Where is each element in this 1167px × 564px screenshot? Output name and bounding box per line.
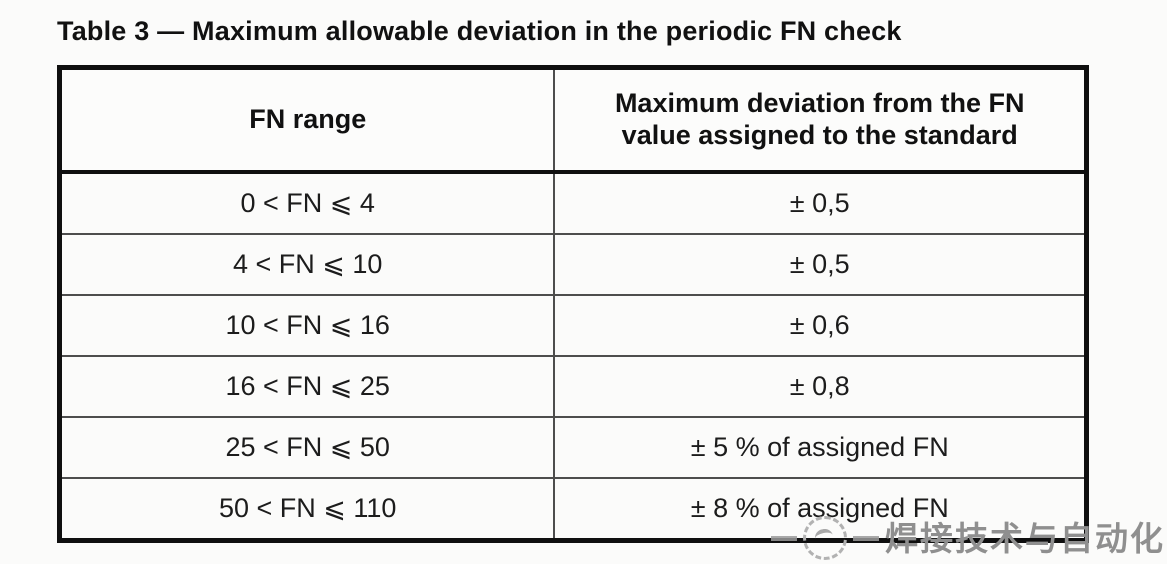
column-header-max-deviation: Maximum deviation from the FN value assi… xyxy=(553,66,1088,174)
table-header: FN range Maximum deviation from the FN v… xyxy=(58,66,1088,174)
watermark-text: 焊接技术与自动化 xyxy=(885,519,1165,557)
column-header-fn-range: FN range xyxy=(58,66,556,174)
dashed-circle-logo-icon xyxy=(803,516,847,560)
table-row: 10 < FN ⩽ 16 ± 0,6 xyxy=(58,294,1088,357)
deviation-cell: ± 0,8 xyxy=(553,355,1088,418)
deviation-cell: ± 0,6 xyxy=(553,294,1088,357)
watermark-dash-icon xyxy=(853,535,879,541)
watermark: 焊接技术与自动化 xyxy=(771,516,1165,560)
fn-range-cell: 0 < FN ⩽ 4 xyxy=(58,171,556,235)
watermark-dash-icon xyxy=(771,535,797,541)
table-row: 0 < FN ⩽ 4 ± 0,5 xyxy=(58,171,1088,235)
fn-range-cell: 25 < FN ⩽ 50 xyxy=(58,416,556,479)
deviation-cell: ± 5 % of assigned FN xyxy=(553,416,1088,479)
deviation-cell: ± 0,5 xyxy=(553,233,1088,296)
table-row: 4 < FN ⩽ 10 ± 0,5 xyxy=(58,233,1088,296)
deviation-cell: ± 0,5 xyxy=(553,171,1088,235)
fn-range-cell: 4 < FN ⩽ 10 xyxy=(58,233,556,296)
fn-range-cell: 50 < FN ⩽ 110 xyxy=(58,477,556,542)
table-row: 25 < FN ⩽ 50 ± 5 % of assigned FN xyxy=(58,416,1088,479)
fn-deviation-table: FN range Maximum deviation from the FN v… xyxy=(57,65,1089,543)
fn-range-cell: 10 < FN ⩽ 16 xyxy=(58,294,556,357)
page-title: Table 3 — Maximum allowable deviation in… xyxy=(57,16,902,46)
table-row: 16 < FN ⩽ 25 ± 0,8 xyxy=(58,355,1088,418)
header-row: FN range Maximum deviation from the FN v… xyxy=(58,66,1088,174)
fn-range-cell: 16 < FN ⩽ 25 xyxy=(58,355,556,418)
table-body: 0 < FN ⩽ 4 ± 0,5 4 < FN ⩽ 10 ± 0,5 10 < FN ⩽… xyxy=(58,171,1088,542)
